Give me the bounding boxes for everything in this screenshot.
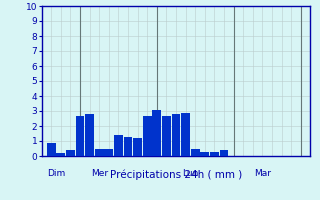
Bar [210,152,219,156]
Bar [143,116,152,156]
Bar [172,114,180,156]
Bar [220,150,228,156]
Bar [47,142,56,156]
Text: Mer: Mer [91,169,108,178]
Bar [191,148,200,156]
Bar [181,112,190,156]
Bar [76,116,84,156]
Bar [162,116,171,156]
Bar [56,153,65,156]
Bar [104,148,113,156]
Text: Mar: Mar [254,169,271,178]
Bar [95,148,103,156]
Bar [85,114,94,156]
Bar [124,137,132,156]
Bar [200,152,209,156]
Bar [133,138,142,156]
Text: Lun: Lun [182,169,199,178]
Bar [114,135,123,156]
Bar [66,150,75,156]
Text: Dim: Dim [47,169,65,178]
X-axis label: Précipitations 24h ( mm ): Précipitations 24h ( mm ) [110,170,242,180]
Bar [152,110,161,156]
